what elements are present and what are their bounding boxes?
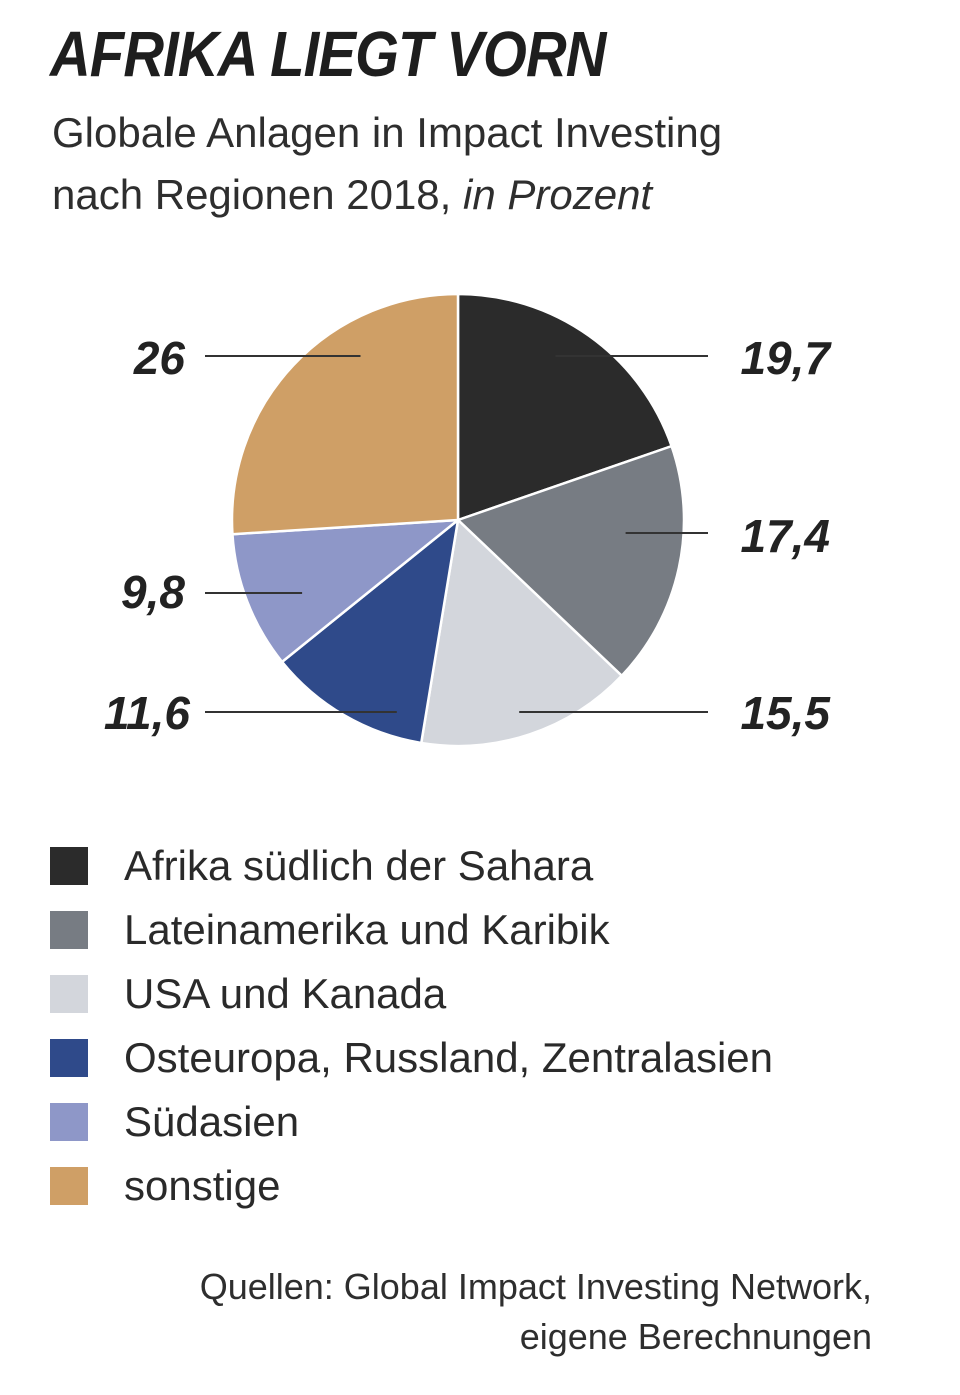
pie-chart: 19,7 17,4 15,5 11,6 9,8 26 xyxy=(104,292,832,748)
subtitle-line-1: Globale Anlagen in Impact Investing xyxy=(52,109,723,156)
legend-swatch-6 xyxy=(50,1167,88,1205)
source-note: Quellen: Global Impact Investing Network… xyxy=(200,1262,872,1362)
legend-item-1: Afrika südlich der Sahara xyxy=(50,834,773,898)
legend-swatch-5 xyxy=(50,1103,88,1141)
source-line-2: eigene Berechnungen xyxy=(519,1316,872,1357)
data-label-4: 11,6 xyxy=(104,687,191,739)
legend-label-5: Südasien xyxy=(124,1098,300,1145)
legend-swatch-3 xyxy=(50,975,88,1013)
data-label-5: 9,8 xyxy=(121,566,185,618)
legend-item-5: Südasien xyxy=(50,1090,773,1154)
chart-title: AFRIKA LIEGT VORN xyxy=(50,18,606,90)
legend-swatch-4 xyxy=(50,1039,88,1077)
legend-label-2: Lateinamerika und Karibik xyxy=(124,906,610,953)
data-label-6: 26 xyxy=(133,332,186,384)
legend-label-6: sonstige xyxy=(124,1162,281,1209)
legend-label-3: USA und Kanada xyxy=(124,970,447,1017)
subtitle-unit: in Prozent xyxy=(463,171,653,218)
chart-subtitle: Globale Anlagen in Impact Investing nach… xyxy=(52,102,722,226)
legend-item-6: sonstige xyxy=(50,1154,773,1218)
pie-slice-6 xyxy=(230,292,460,536)
pie-slice-4 xyxy=(280,518,460,745)
data-label-3: 15,5 xyxy=(740,687,831,739)
legend-swatch-1 xyxy=(50,847,88,885)
legend-label-4: Osteuropa, Russland, Zentralasien xyxy=(124,1034,774,1081)
legend-item-3: USA und Kanada xyxy=(50,962,773,1026)
chart-legend: Afrika südlich der Sahara Lateinamerika u… xyxy=(50,834,773,1218)
pie-slice-3 xyxy=(419,518,624,748)
subtitle-line-2: nach Regionen 2018, in Prozent xyxy=(52,164,722,226)
data-label-1: 19,7 xyxy=(740,332,832,384)
legend-item-4: Osteuropa, Russland, Zentralasien xyxy=(50,1026,773,1090)
subtitle-text: nach Regionen 2018, xyxy=(52,171,452,218)
source-line-1: Quellen: Global Impact Investing Network… xyxy=(199,1266,872,1307)
pie-slice-2 xyxy=(456,444,686,677)
legend-swatch-2 xyxy=(50,911,88,949)
data-label-2: 17,4 xyxy=(740,510,830,562)
legend-item-2: Lateinamerika und Karibik xyxy=(50,898,773,962)
pie-slice-5 xyxy=(231,518,460,664)
legend-label-1: Afrika südlich der Sahara xyxy=(124,842,594,889)
